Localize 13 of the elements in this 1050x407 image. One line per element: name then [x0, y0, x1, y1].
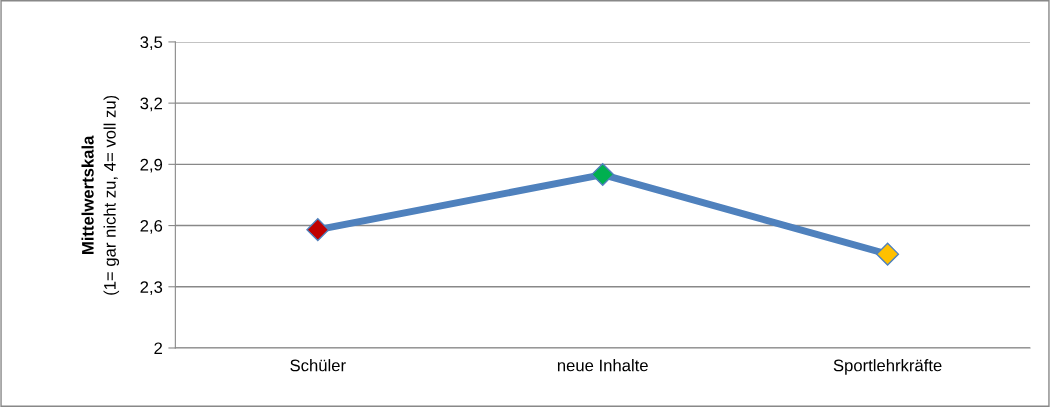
x-tick-label: Sportlehrkräfte: [833, 359, 942, 375]
y-tick-label: 3,5: [140, 36, 163, 51]
y-tick-label: 3,2: [140, 97, 163, 112]
point: [591, 163, 615, 187]
y-tick-label: 2,6: [140, 219, 163, 234]
y-tick-label: 2,9: [140, 158, 163, 173]
x-tick-label: neue Inhalte: [557, 359, 648, 372]
y-tick-label: 2,3: [140, 281, 163, 295]
point: [876, 242, 900, 266]
point: [306, 218, 330, 242]
y-axis-title: Mittelwertskala (1= gar nicht zu, 4= voll zu): [81, 95, 120, 295]
y-tick-label: 2: [154, 342, 163, 355]
x-tick-label: Schüler: [290, 359, 346, 372]
